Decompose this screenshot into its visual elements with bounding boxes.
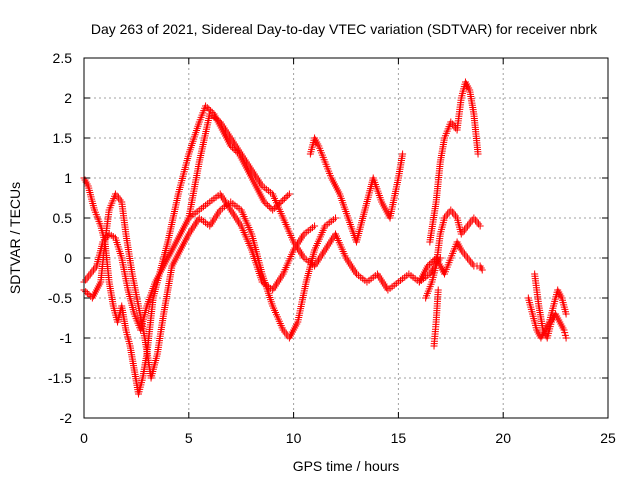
data-point (82, 288, 90, 296)
data-point (311, 222, 319, 230)
series-track-4 (185, 110, 444, 294)
series-track-5 (306, 134, 407, 246)
data-point (332, 214, 340, 222)
data-point (427, 259, 435, 267)
series-track-11 (430, 286, 442, 350)
data-points (80, 78, 570, 398)
data-point (202, 102, 210, 110)
y-tick-label: 1 (64, 170, 72, 186)
data-point (264, 201, 272, 209)
data-point (270, 204, 278, 212)
axis-ticks (83, 57, 609, 419)
data-point (262, 200, 270, 208)
data-point (476, 222, 484, 230)
data-point (269, 206, 277, 214)
series-track-7 (415, 238, 486, 286)
series-track-6 (426, 78, 482, 246)
data-point (562, 334, 570, 342)
y-tick-label: 0 (64, 250, 72, 266)
data-point (265, 203, 273, 211)
x-tick-label: 20 (495, 430, 511, 446)
y-tick-label: 2 (64, 90, 72, 106)
y-tick-label: -0.5 (48, 290, 72, 306)
data-point (277, 198, 285, 206)
y-tick-label: -2 (60, 410, 73, 426)
data-point (205, 105, 213, 113)
x-axis-label: GPS time / hours (293, 458, 400, 474)
y-tick-label: -1.5 (48, 370, 72, 386)
series-track-3 (80, 190, 319, 334)
y-tick-label: 0.5 (53, 210, 73, 226)
data-point (562, 310, 570, 318)
series-track-8 (422, 206, 484, 302)
data-point (434, 286, 442, 294)
data-point (424, 262, 432, 270)
series-track-1 (80, 102, 293, 398)
x-tick-label: 10 (286, 430, 302, 446)
y-axis-label: SDTVAR / TECUs (7, 182, 23, 294)
data-point (478, 266, 486, 274)
data-point (474, 150, 482, 158)
data-point (83, 289, 91, 297)
data-point (207, 107, 215, 115)
x-tick-label: 15 (391, 430, 407, 446)
y-tick-label: 2.5 (53, 50, 73, 66)
x-tick-label: 25 (600, 430, 616, 446)
data-point (279, 196, 287, 204)
data-point (85, 291, 93, 299)
y-tick-label: -1 (60, 330, 73, 346)
tick-labels: 0 5 10 15 20 25 -2 -1.5 -1 -0.5 0 0.5 1 1.5 2 2.5 (48, 50, 616, 446)
x-tick-label: 5 (185, 430, 193, 446)
grid (84, 58, 608, 418)
data-point (203, 104, 211, 112)
x-tick-label: 0 (80, 430, 88, 446)
data-point (284, 192, 292, 200)
data-point (285, 190, 293, 198)
data-point (280, 195, 288, 203)
series-track-2 (80, 190, 340, 382)
chart-title: Day 263 of 2021, Sidereal Day-to-day VTE… (91, 21, 598, 37)
y-tick-label: 1.5 (53, 130, 73, 146)
series-track-10 (524, 286, 570, 342)
data-point (399, 150, 407, 158)
data-point (282, 193, 290, 201)
data-point (425, 260, 433, 268)
plot-frame (83, 57, 609, 419)
data-point (260, 198, 268, 206)
